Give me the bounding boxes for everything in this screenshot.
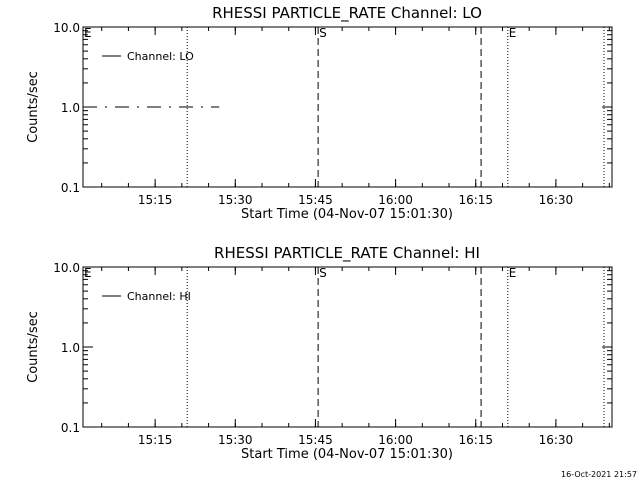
x-axis-label: Start Time (04-Nov-07 15:01:30) [241,207,453,222]
x-tick-label: 15:15 [138,193,173,207]
chart-title: RHESSI PARTICLE_RATE Channel: LO [212,4,482,23]
x-axis-label: Start Time (04-Nov-07 15:01:30) [241,447,453,462]
legend-entry: Channel: LO [127,50,194,63]
y-tick-label: 10.0 [53,261,80,275]
event-marker-label: S [319,266,327,280]
event-marker-label: E [509,266,517,280]
x-tick-label: 15:30 [218,433,253,447]
y-tick-label: 0.1 [61,181,80,195]
y-tick-label: 10.0 [53,21,80,35]
x-tick-label: 16:30 [539,193,574,207]
x-tick-label: 16:00 [378,193,413,207]
event-marker-label: E [84,266,92,280]
hi-channel-panel: RHESSI PARTICLE_RATE Channel: HI 15:15 15:… [26,244,613,462]
x-tick-label: 16:15 [458,433,493,447]
y-tick-label: 1.0 [61,101,80,115]
x-tick-label: 16:00 [378,433,413,447]
legend-entry: Channel: HI [127,290,191,303]
chart-title: RHESSI PARTICLE_RATE Channel: HI [214,244,480,263]
y-tick-label: 1.0 [61,341,80,355]
event-marker-label: E [509,26,517,40]
x-tick-label: 15:15 [138,433,173,447]
x-tick-label: 15:30 [218,193,253,207]
y-tick-label: 0.1 [61,421,80,435]
y-axis-label: Counts/sec [26,71,41,143]
x-tick-label: 15:45 [298,433,333,447]
lo-channel-panel: RHESSI PARTICLE_RATE Channel: LO 15:15 15:… [26,4,613,222]
event-marker-label: S [319,26,327,40]
event-marker-label: E [84,26,92,40]
x-tick-label: 16:15 [458,193,493,207]
x-tick-label: 16:30 [539,433,574,447]
y-axis-label: Counts/sec [26,311,41,383]
x-tick-label: 15:45 [298,193,333,207]
footer-timestamp: 16-Oct-2021 21:57 [561,470,637,479]
